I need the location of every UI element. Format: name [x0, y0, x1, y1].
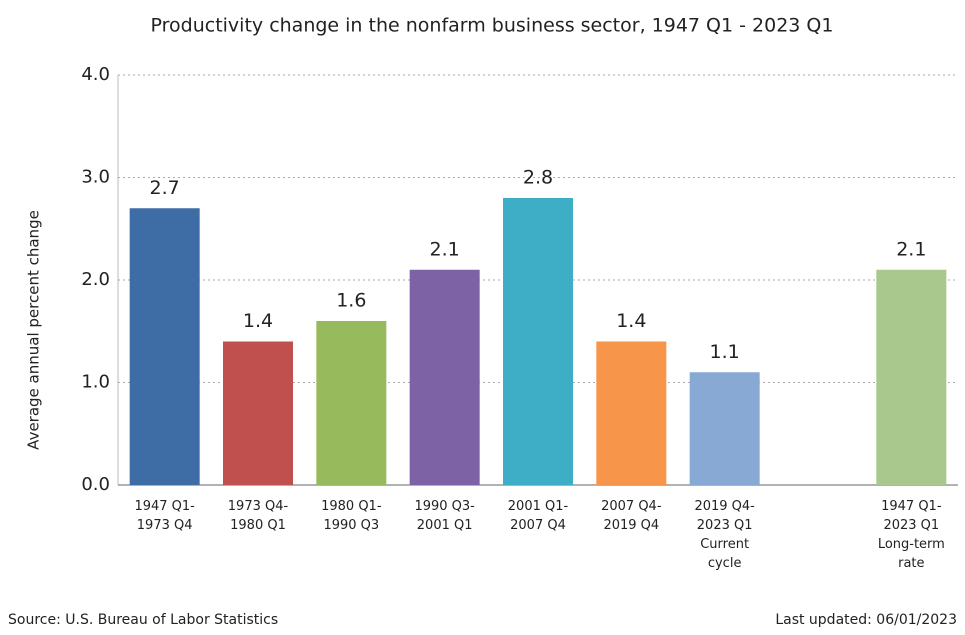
source: Source: U.S. Bureau of Labor Statistics [8, 612, 279, 628]
x-tick-label: 1947 Q1- 1973 Q4 [134, 499, 195, 533]
y-tick-label: 1.0 [81, 372, 110, 393]
bar [316, 321, 387, 485]
x-tick-label: 2007 Q4- 2019 Q4 [601, 499, 662, 533]
bar [223, 341, 293, 485]
value-label: 1.4 [243, 310, 273, 332]
y-tick-label: 4.0 [81, 64, 110, 85]
x-tick-label: 1947 Q1- 2023 Q1 Long-term rate [877, 499, 945, 571]
bar [876, 269, 947, 485]
value-label: 1.6 [336, 290, 366, 312]
bar [129, 208, 200, 485]
bar [689, 372, 760, 485]
x-tick-label: 2001 Q1- 2007 Q4 [507, 499, 569, 533]
bar [503, 198, 573, 485]
x-tick-label: 2019 Q4- 2023 Q1 Current cycle [694, 499, 755, 571]
x-tick-label: 1980 Q1- 1990 Q3 [321, 499, 382, 533]
value-label: 2.8 [523, 167, 553, 189]
value-label: 2.1 [430, 238, 460, 260]
value-label: 1.4 [616, 310, 646, 332]
x-tick-label: 1973 Q4- 1980 Q1 [227, 499, 289, 533]
chart-title: Productivity change in the nonfarm busin… [151, 15, 834, 37]
y-tick-label: 0.0 [81, 474, 110, 495]
value-label: 1.1 [710, 341, 740, 363]
y-tick-label: 2.0 [81, 269, 110, 290]
bar [409, 269, 480, 485]
y-axis-label: Average annual percent change [25, 210, 43, 450]
bar [596, 341, 667, 485]
last-updated: Last updated: 06/01/2023 [775, 612, 957, 628]
value-label: 2.7 [150, 177, 180, 199]
value-label: 2.1 [896, 238, 926, 260]
x-tick-label: 1990 Q3- 2001 Q1 [414, 499, 475, 533]
y-tick-label: 3.0 [81, 167, 110, 188]
